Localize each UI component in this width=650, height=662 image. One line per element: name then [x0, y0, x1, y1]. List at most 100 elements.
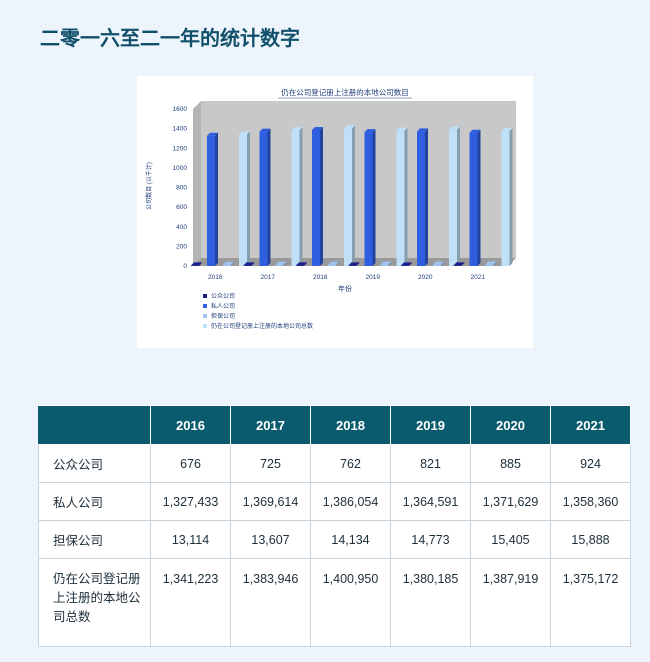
bar-top: [485, 261, 497, 265]
bar-front: [243, 265, 252, 266]
bar: [291, 127, 303, 267]
bar-side: [267, 128, 271, 266]
bar-front: [501, 131, 510, 266]
chart-title: 仍在公司登记册上注册的本地公司数目: [281, 87, 409, 97]
y-tick-label: 1400: [173, 126, 188, 133]
bar-front: [449, 129, 457, 266]
table-cell: 1,364,591: [390, 482, 471, 521]
bar-top: [344, 125, 355, 129]
bar: [453, 262, 465, 266]
bar: [469, 129, 481, 266]
legend-swatch: [203, 314, 207, 318]
x-tick-label: 2018: [313, 274, 328, 281]
legend-label: 仍在公司登记册上注册的本地公司总数: [211, 322, 313, 330]
bar-top: [417, 128, 428, 132]
table-header-row: 2016 2017 2018 2019 2020 2021: [38, 405, 631, 445]
bar-side: [356, 262, 360, 266]
bar-side: [247, 131, 250, 266]
bar-top: [380, 261, 392, 265]
bar-top: [469, 129, 481, 133]
y-tick-label: 200: [176, 243, 187, 250]
table-cell: 1,327,433: [150, 482, 231, 521]
bar-top: [223, 261, 234, 265]
bar-side: [372, 129, 376, 266]
bar-side: [304, 262, 307, 266]
bar: [312, 126, 323, 266]
y-tick-label: 600: [176, 204, 187, 211]
bar-front: [191, 265, 199, 266]
bar-top: [348, 262, 360, 266]
bar-side: [493, 261, 497, 266]
bar: [275, 261, 287, 266]
table-cell: 725: [230, 444, 311, 483]
bar-front: [223, 264, 231, 266]
bar-top: [291, 127, 303, 131]
legend-label: 公众公司: [211, 293, 235, 300]
table-cell: 1,380,185: [390, 558, 471, 647]
bar-side: [461, 262, 465, 266]
table-header-2021: 2021: [550, 405, 631, 445]
bar-side: [283, 261, 287, 266]
bar-top: [207, 132, 218, 136]
bar-top: [191, 262, 202, 266]
plot-area: 0 200 400 600 800 1000 1200 1400 1600 2016 2017 201…: [173, 101, 516, 281]
bar-top: [364, 129, 376, 133]
bar: [223, 261, 234, 266]
table-header-2019: 2019: [390, 405, 471, 445]
chart-container: 仍在公司登记册上注册的本地公司数目 公司数目 (以千计) 年份 0 200 400 6…: [137, 76, 533, 348]
bar: [449, 126, 460, 266]
bar-front: [469, 132, 478, 266]
bar-top: [312, 126, 323, 130]
table-row-label: 公众公司: [38, 444, 151, 483]
bar: [380, 261, 392, 266]
bar-top: [396, 127, 408, 131]
bar-front: [485, 264, 494, 266]
table-row: 仍在公司登记册上注册的本地公司总数 1,341,223 1,383,946 1,…: [38, 558, 631, 647]
x-tick-label: 2017: [261, 274, 276, 281]
bar-front: [348, 265, 357, 266]
bar-side: [457, 126, 460, 266]
table-cell: 1,400,950: [310, 558, 391, 647]
bar-top: [449, 126, 460, 130]
bar-front: [328, 264, 336, 266]
bar: [433, 261, 444, 266]
bar-front: [396, 130, 405, 266]
bar-front: [275, 264, 284, 266]
table-cell: 1,387,919: [470, 558, 551, 647]
table-cell: 885: [470, 444, 551, 483]
bar: [401, 262, 412, 266]
legend-label: 私人公司: [211, 302, 235, 310]
table-row-label: 担保公司: [38, 520, 151, 559]
bar-front: [401, 265, 409, 266]
bar-side: [388, 261, 392, 266]
x-tick-label: 2020: [418, 274, 433, 281]
bar-front: [433, 264, 441, 266]
table-cell: 15,888: [550, 520, 631, 559]
bar-side: [352, 125, 355, 266]
bar: [364, 129, 376, 266]
bar-front: [312, 129, 320, 266]
bar-side: [425, 128, 428, 266]
bar: [296, 262, 307, 266]
bar-side: [199, 262, 202, 266]
x-tick-label: 2021: [471, 274, 486, 281]
table-row-label: 私人公司: [38, 482, 151, 521]
legend-swatch: [203, 304, 207, 308]
table-corner-cell: [38, 405, 151, 445]
table-header-2020: 2020: [470, 405, 551, 445]
table-cell: 821: [390, 444, 471, 483]
bar: [259, 128, 271, 266]
table-row: 担保公司 13,114 13,607 14,134 14,773 15,405 …: [38, 520, 631, 559]
bar-top: [239, 131, 250, 135]
y-tick-label: 800: [176, 185, 187, 192]
bar-side: [477, 129, 481, 266]
bar: [501, 128, 513, 266]
y-tick-label: 400: [176, 224, 187, 231]
bar-front: [239, 134, 247, 266]
bar-front: [207, 135, 215, 266]
table-cell: 924: [550, 444, 631, 483]
statistics-table: 2016 2017 2018 2019 2020 2021 公众公司 676 7…: [38, 405, 631, 647]
table-cell: 13,607: [230, 520, 311, 559]
table-header-2016: 2016: [150, 405, 231, 445]
